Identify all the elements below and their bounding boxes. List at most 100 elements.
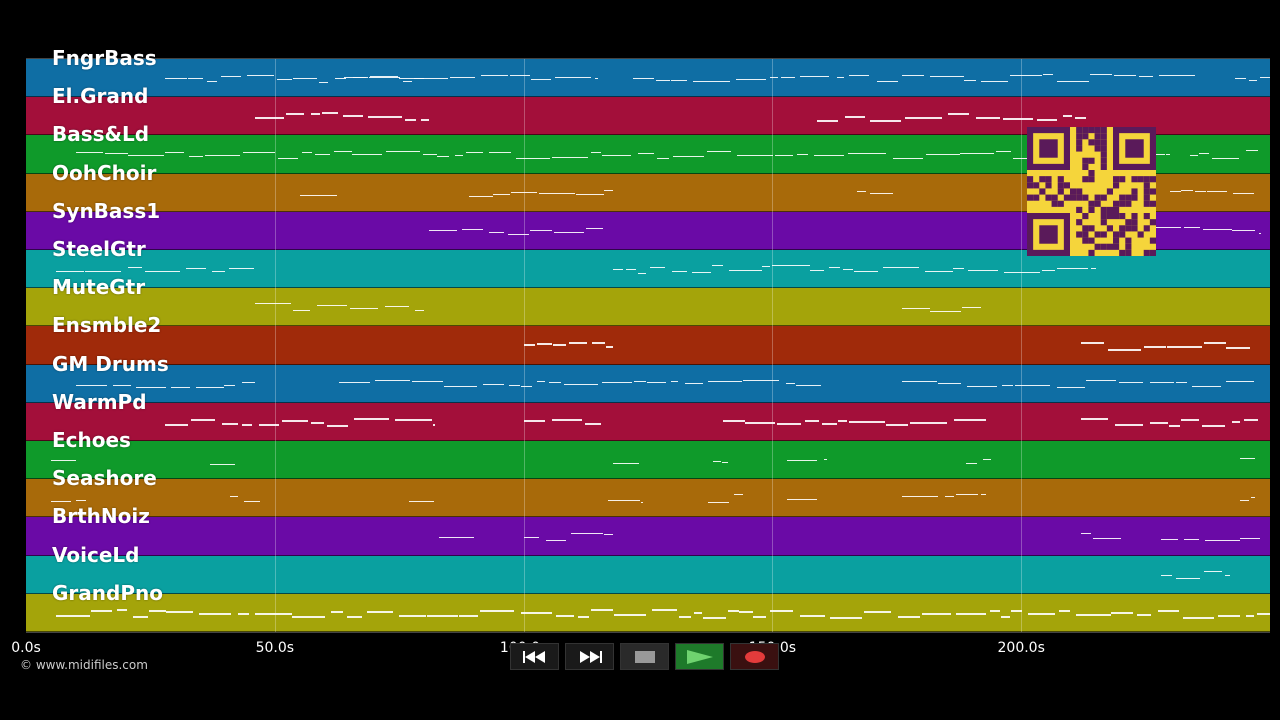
midi-note <box>1157 609 1180 612</box>
midi-note <box>799 76 830 78</box>
midi-note <box>797 153 809 155</box>
midi-note <box>929 76 964 78</box>
midi-note <box>293 309 310 311</box>
midi-note <box>188 77 204 79</box>
midi-note <box>133 616 149 619</box>
midi-note <box>614 613 647 616</box>
midi-note <box>246 74 274 76</box>
midi-note <box>510 191 537 193</box>
midi-note <box>370 76 398 78</box>
midi-note <box>292 616 326 619</box>
midi-note <box>966 463 977 465</box>
midi-note <box>277 79 292 81</box>
midi-note <box>670 381 679 383</box>
midi-note <box>638 272 646 274</box>
time-gridline <box>1021 59 1023 632</box>
midi-note <box>594 77 599 79</box>
midi-note <box>1175 381 1188 383</box>
midi-note <box>384 305 409 307</box>
stop-button[interactable] <box>620 643 669 670</box>
midi-note <box>409 501 435 502</box>
midi-note <box>1212 158 1240 160</box>
midi-note <box>817 119 839 122</box>
midi-note <box>708 381 742 383</box>
midi-note <box>281 419 308 422</box>
midi-note <box>856 190 867 192</box>
midi-note <box>1036 119 1058 122</box>
midi-note <box>1080 418 1109 421</box>
midi-note <box>955 494 979 496</box>
midi-note <box>585 227 604 229</box>
midi-note <box>206 81 217 83</box>
time-gridline <box>274 59 276 632</box>
midi-note <box>1111 611 1134 614</box>
midi-note <box>1170 74 1196 76</box>
track-lane[interactable] <box>26 402 1270 441</box>
midi-note <box>326 425 349 428</box>
midi-note <box>395 419 432 422</box>
midi-note <box>1231 421 1240 424</box>
track-lane[interactable] <box>26 326 1270 365</box>
midi-note <box>427 615 458 618</box>
midi-note <box>727 610 739 613</box>
track-lane[interactable] <box>26 288 1270 327</box>
midi-note <box>145 270 180 272</box>
midi-note <box>954 418 987 421</box>
midi-note <box>901 380 937 382</box>
rewind-button[interactable] <box>510 643 559 670</box>
midi-note <box>75 385 107 387</box>
track-lane[interactable] <box>26 517 1270 556</box>
midi-note <box>285 112 304 115</box>
midi-note <box>1181 419 1200 422</box>
midi-note <box>963 79 976 81</box>
track-name: FngrBass <box>52 46 157 70</box>
midi-note <box>186 268 207 270</box>
track-lane[interactable] <box>26 364 1270 403</box>
midi-note <box>1062 115 1072 118</box>
midi-note <box>489 231 505 233</box>
midi-note <box>1010 75 1043 77</box>
midi-note <box>537 342 553 345</box>
midi-note <box>414 309 425 311</box>
midi-note <box>1092 538 1121 540</box>
midi-note <box>488 152 511 154</box>
record-icon <box>744 650 765 663</box>
copyright-text: © www.midifiles.com <box>20 658 148 672</box>
midi-note <box>1001 615 1011 618</box>
midi-note <box>990 609 1000 612</box>
midi-note <box>310 112 321 115</box>
track-lane[interactable] <box>26 555 1270 594</box>
midi-note <box>809 269 825 271</box>
midi-note <box>1003 118 1033 121</box>
midi-note <box>634 380 646 382</box>
midi-note <box>1167 345 1202 348</box>
time-tick-label: 50.0s <box>255 640 295 656</box>
midi-note <box>165 424 188 427</box>
midi-note <box>901 496 938 498</box>
midi-note <box>299 195 337 197</box>
midi-note <box>90 610 113 613</box>
play-button[interactable] <box>675 643 724 670</box>
track-name: Seashore <box>52 466 157 491</box>
midi-note <box>75 500 86 502</box>
midi-note <box>552 156 589 158</box>
midi-note <box>876 80 898 82</box>
midi-note <box>1207 191 1227 193</box>
midi-note <box>50 501 72 503</box>
track-lane[interactable] <box>26 479 1270 518</box>
track-lane[interactable] <box>26 593 1270 632</box>
track-lane[interactable] <box>26 441 1270 480</box>
midi-note <box>673 156 705 158</box>
midi-note <box>591 152 602 154</box>
midi-note <box>584 422 601 425</box>
track-lane[interactable] <box>26 250 1270 289</box>
midi-note <box>651 609 677 612</box>
midi-note <box>1246 150 1259 152</box>
midi-note <box>739 611 753 614</box>
record-button[interactable] <box>730 643 779 670</box>
midi-note <box>301 151 312 153</box>
fast-forward-button[interactable] <box>565 643 614 670</box>
midi-note <box>465 152 484 154</box>
midi-note <box>1250 497 1256 499</box>
midi-note <box>164 151 184 153</box>
